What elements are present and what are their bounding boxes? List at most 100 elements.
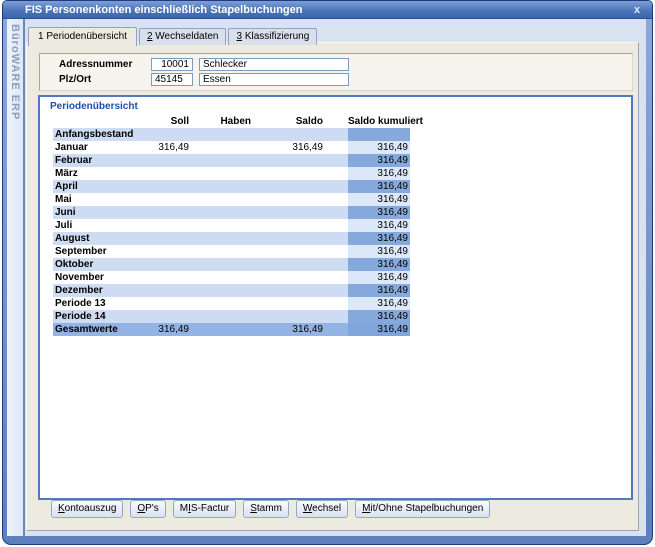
cell-soll — [148, 128, 191, 141]
table-row-august[interactable]: August 316,49 — [53, 232, 410, 245]
button-mis-factur[interactable]: MIS-Factur — [172, 500, 237, 518]
cell-soll — [148, 193, 191, 206]
cell-saldo — [253, 297, 325, 310]
cell-haben — [191, 297, 253, 310]
cell-spacer — [325, 232, 348, 245]
table-row-januar[interactable]: Januar 316,49 316,49 316,49 — [53, 141, 410, 154]
input-plz-ort-code[interactable] — [151, 73, 193, 86]
cell-kumuliert: 316,49 — [348, 193, 410, 206]
table-row-februar[interactable]: Februar 316,49 — [53, 154, 410, 167]
input-adressnummer-text[interactable] — [199, 58, 349, 71]
tab-periodenübersicht[interactable]: 1 Periodenübersicht — [28, 27, 137, 46]
cell-soll — [148, 232, 191, 245]
table-row-anfangsbestand[interactable]: Anfangsbestand — [53, 128, 410, 141]
cell-haben — [191, 154, 253, 167]
button-stamm[interactable]: Stamm — [243, 500, 289, 518]
cell-haben — [191, 284, 253, 297]
cell-spacer — [325, 193, 348, 206]
cell-haben — [191, 232, 253, 245]
cell-saldo: 316,49 — [292, 324, 323, 335]
cell-spacer — [325, 141, 348, 154]
period-table: Soll Haben Saldo Saldo kumuliert Anfangsbes… — [53, 115, 423, 336]
close-icon[interactable]: x — [633, 3, 641, 16]
cell-haben — [191, 128, 253, 141]
table-row-juni[interactable]: Juni 316,49 — [53, 206, 410, 219]
cell-spacer — [325, 154, 348, 167]
cell-spacer — [325, 323, 348, 336]
table-body: Anfangsbestand Januar 316,49 316,49 316,49 Fe… — [53, 128, 410, 336]
table-row-märz[interactable]: März 316,49 — [53, 167, 410, 180]
input-adressnummer-code[interactable] — [151, 58, 193, 71]
button-op-s[interactable]: OP's — [130, 500, 166, 518]
cell-kumuliert: 316,49 — [348, 141, 410, 154]
button-kontoauszug[interactable]: Kontoauszug — [51, 500, 124, 518]
cell-saldo — [253, 245, 325, 258]
cell-haben — [191, 141, 253, 154]
table-row-mai[interactable]: Mai 316,49 — [53, 193, 410, 206]
cell-saldo — [253, 193, 325, 206]
button-wechsel[interactable]: Wechsel — [295, 500, 349, 518]
table-row-juli[interactable]: Juli 316,49 — [53, 219, 410, 232]
cell-name: Juli — [55, 220, 73, 231]
cell-soll — [148, 258, 191, 271]
panel-title: Periodenübersicht — [50, 101, 138, 112]
cell-saldo — [253, 167, 325, 180]
table-row-dezember[interactable]: Dezember 316,49 — [53, 284, 410, 297]
table-header-row: Soll Haben Saldo Saldo kumuliert — [53, 115, 423, 128]
tab-page: Adressnummer Plz/Ort Periodenübersicht So… — [26, 42, 639, 531]
cell-name: April — [55, 181, 78, 192]
cell-soll — [148, 310, 191, 323]
tab-bar: 1 Periodenübersicht 2 Wechseldaten 3 Klass… — [28, 26, 319, 46]
title-bar[interactable]: FIS Personenkonten einschließlich Stapel… — [3, 1, 652, 19]
cell-haben — [191, 206, 253, 219]
cell-haben — [191, 310, 253, 323]
cell-name: Periode 14 — [55, 311, 106, 322]
cell-saldo — [253, 232, 325, 245]
table-row-gesamtwerte[interactable]: Gesamtwerte 316,49 316,49 316,49 — [53, 323, 410, 336]
cell-soll — [148, 154, 191, 167]
cell-soll — [148, 219, 191, 232]
input-plz-ort-text[interactable] — [199, 73, 349, 86]
cell-spacer — [325, 258, 348, 271]
cell-name: Februar — [55, 155, 93, 166]
cell-kumuliert: 316,49 — [348, 297, 410, 310]
header-col-saldo: Saldo — [295, 116, 323, 127]
table-row-oktober[interactable]: Oktober 316,49 — [53, 258, 410, 271]
tab-klassifizierung[interactable]: 3 Klassifizierung — [228, 28, 318, 45]
cell-saldo — [253, 258, 325, 271]
table-row-april[interactable]: April 316,49 — [53, 180, 410, 193]
cell-spacer — [325, 128, 348, 141]
table-row-september[interactable]: September 316,49 — [53, 245, 410, 258]
cell-name: Oktober — [55, 259, 94, 270]
cell-haben — [191, 167, 253, 180]
cell-kumuliert: 316,49 — [348, 284, 410, 297]
cell-saldo — [253, 180, 325, 193]
cell-saldo — [253, 128, 325, 141]
table-row-periode-13[interactable]: Periode 13 316,49 — [53, 297, 410, 310]
cell-spacer — [325, 245, 348, 258]
cell-name: Dezember — [55, 285, 103, 296]
cell-soll — [148, 206, 191, 219]
tab-wechseldaten[interactable]: 2 Wechseldaten — [138, 28, 227, 45]
table-row-periode-14[interactable]: Periode 14 316,49 — [53, 310, 410, 323]
cell-spacer — [325, 271, 348, 284]
cell-spacer — [325, 167, 348, 180]
cell-name: Januar — [55, 142, 88, 153]
button-mit-ohne-stapelbuchungen[interactable]: Mit/Ohne Stapelbuchungen — [355, 500, 491, 518]
header-col-haben: Haben — [220, 116, 251, 127]
cell-name: Mai — [55, 194, 72, 205]
window-title: FIS Personenkonten einschließlich Stapel… — [25, 3, 303, 16]
period-overview-panel: Periodenübersicht Soll Haben Saldo Saldo ku… — [38, 95, 633, 500]
cell-saldo: 316,49 — [292, 142, 323, 153]
cell-kumuliert: 316,49 — [348, 245, 410, 258]
cell-name: Anfangsbestand — [55, 129, 134, 140]
cell-kumuliert: 316,49 — [348, 180, 410, 193]
field-label-adressnummer: Adressnummer — [59, 59, 133, 70]
button-bar: Kontoauszug OP's MIS-Factur Stamm Wechsel Mit… — [51, 500, 491, 518]
cell-haben — [191, 219, 253, 232]
cell-name: März — [55, 168, 78, 179]
cell-kumuliert: 316,49 — [348, 219, 410, 232]
cell-name: Periode 13 — [55, 298, 106, 309]
table-row-november[interactable]: November 316,49 — [53, 271, 410, 284]
